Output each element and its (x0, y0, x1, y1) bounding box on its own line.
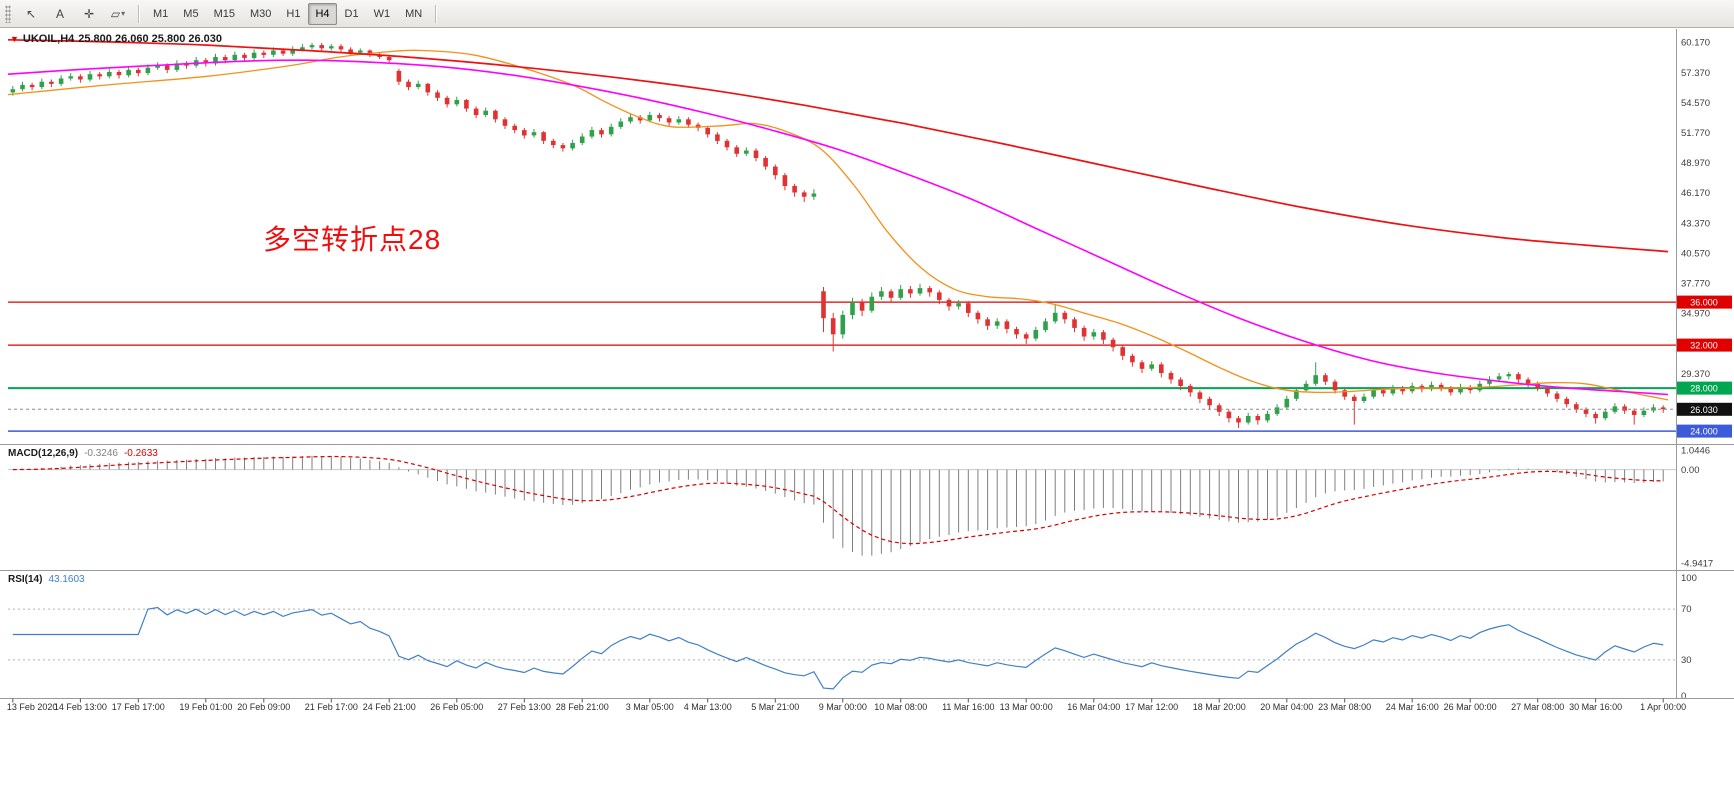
timeframe-button-M30[interactable]: M30 (249, 7, 272, 20)
sell-arrow-icon: ▼ (10, 33, 19, 44)
price-axis-label: 48.970 (1681, 158, 1710, 169)
price-axis-label: 46.170 (1681, 188, 1710, 199)
time-axis-label: 20 Mar 04:00 (1260, 702, 1314, 712)
time-axis-label: 10 Mar 08:00 (874, 702, 928, 712)
macd-signal-line (12, 455, 1664, 545)
macd-histogram (22, 455, 1664, 556)
toolbar-drag-handle[interactable] (5, 4, 11, 23)
time-axis-label: 20 Feb 09:00 (237, 702, 291, 712)
macd-name: MACD(12,26,9) (8, 448, 79, 459)
price-badge: 32.000 (1677, 338, 1732, 352)
text-tool[interactable]: A (55, 6, 64, 21)
macd-signal-value: -0.2633 (123, 448, 158, 459)
price-axis-label: 37.770 (1681, 279, 1710, 290)
time-axis-label: 23 Mar 08:00 (1318, 702, 1372, 712)
toolbar-separator (435, 4, 438, 23)
time-axis-label: 13 Mar 00:00 (999, 702, 1053, 712)
time-axis-label: 13 Feb 2020 (6, 702, 58, 712)
rsi-axis-label: 30 (1681, 655, 1692, 666)
macd-axis-label: 1.0446 (1681, 445, 1710, 456)
timeframe-button-W1[interactable]: W1 (373, 7, 391, 20)
time-axis-label: 24 Mar 16:00 (1385, 702, 1439, 712)
time-axis-label: 26 Feb 05:00 (430, 702, 484, 712)
price-axis-label: 43.370 (1681, 218, 1710, 229)
rsi-axis-label: 70 (1681, 604, 1692, 615)
chart-title: ▼ UKOIL,H4 25.800 26.060 25.800 26.030 (10, 33, 222, 45)
rsi-value: 43.1603 (48, 574, 85, 585)
rsi-name: RSI(14) (8, 574, 43, 585)
time-axis-label: 9 Mar 00:00 (818, 702, 867, 712)
toolbar-separator (138, 4, 140, 23)
timeframe-button-M5[interactable]: M5 (183, 7, 199, 20)
price-axis-label: 54.570 (1681, 98, 1710, 109)
price-badge: 26.030 (1677, 402, 1732, 416)
price-axis-label: 29.370 (1681, 369, 1710, 380)
crosshair-tool[interactable]: ✛ (83, 6, 95, 21)
price-axis-label: 40.570 (1681, 248, 1710, 259)
rsi-axis-label: 0 (1681, 691, 1686, 702)
time-axis-label: 5 Mar 21:00 (751, 702, 800, 712)
timeframe-button-D1[interactable]: D1 (344, 7, 359, 20)
dropdown-caret-icon: ▾ (121, 9, 126, 18)
time-axis-label: 19 Feb 01:00 (179, 702, 233, 712)
ma-slow-line (7, 38, 1669, 253)
svg-text:28.000: 28.000 (1690, 384, 1718, 394)
time-axis-label: 14 Feb 13:00 (53, 702, 107, 712)
timeframe-button-M1[interactable]: M1 (153, 7, 169, 20)
rsi-axis-label: 100 (1681, 573, 1697, 584)
timeframe-button-H1[interactable]: H1 (286, 7, 301, 20)
price-axis-label: 60.170 (1681, 38, 1710, 49)
chart-annotation-text: 多空转折点28 (263, 224, 442, 255)
time-axis-label: 24 Feb 21:00 (362, 702, 416, 712)
timeframe-button-M15[interactable]: M15 (213, 7, 235, 20)
price-axis-label: 34.970 (1681, 309, 1710, 320)
svg-text:32.000: 32.000 (1690, 341, 1718, 351)
time-axis-label: 17 Feb 17:00 (111, 702, 165, 712)
time-axis-label: 4 Mar 13:00 (683, 702, 732, 712)
time-axis-label: 18 Mar 20:00 (1192, 702, 1246, 712)
time-axis-label: 21 Feb 17:00 (304, 702, 358, 712)
price-axis-label: 57.370 (1681, 68, 1710, 79)
time-axis-label: 3 Mar 05:00 (625, 702, 674, 712)
price-badge: 36.000 (1677, 295, 1732, 309)
ma-fast-line (7, 49, 1669, 401)
chart-symbol-period: UKOIL,H4 (22, 33, 75, 45)
time-axis-label: 28 Feb 21:00 (555, 702, 609, 712)
macd-value: -0.3246 (84, 448, 118, 459)
price-badge: 28.000 (1677, 381, 1732, 395)
time-axis-label: 27 Mar 08:00 (1511, 702, 1565, 712)
svg-text:26.030: 26.030 (1690, 405, 1718, 415)
price-axis-label: 51.770 (1681, 128, 1710, 139)
price-badge: 24.000 (1677, 424, 1732, 438)
time-axis-label: 11 Mar 16:00 (942, 702, 995, 712)
cursor-tool[interactable]: ↖ (25, 6, 37, 21)
rsi-indicator-label: RSI(14) 43.1603 (8, 574, 85, 585)
timeframe-button-MN[interactable]: MN (405, 7, 423, 20)
time-axis-label: 30 Mar 16:00 (1569, 702, 1623, 712)
time-axis-label: 17 Mar 12:00 (1125, 702, 1179, 712)
time-axis-label: 1 Apr 00:00 (1640, 702, 1687, 712)
macd-axis-label: -4.9417 (1681, 559, 1713, 570)
svg-text:36.000: 36.000 (1690, 298, 1718, 308)
shapes-tool[interactable]: ▱ ▾ (110, 6, 126, 21)
chart-ohlc-quote: 25.800 26.060 25.800 26.030 (78, 33, 223, 45)
rsi-line (12, 606, 1664, 690)
macd-indicator-label: MACD(12,26,9) -0.3246 -0.2633 (8, 448, 158, 459)
time-axis-label: 26 Mar 00:00 (1443, 702, 1497, 712)
ma-mid-line (7, 59, 1669, 396)
macd-axis-label: 0.00 (1681, 465, 1700, 476)
time-axis-label: 16 Mar 04:00 (1067, 702, 1121, 712)
time-axis[interactable]: 13 Feb 2020 14 Feb 13:00 17 Feb 17:00 19 Fe… (0, 698, 1734, 718)
svg-text:24.000: 24.000 (1690, 427, 1718, 437)
time-axis-label: 27 Feb 13:00 (497, 702, 551, 712)
timeframe-button-H4[interactable]: H4 (308, 2, 337, 25)
toolbar: ↖ A ✛ ▱ ▾ M1 M5 M15 M30 H1 H4 D1 W1 MN (0, 0, 1734, 28)
